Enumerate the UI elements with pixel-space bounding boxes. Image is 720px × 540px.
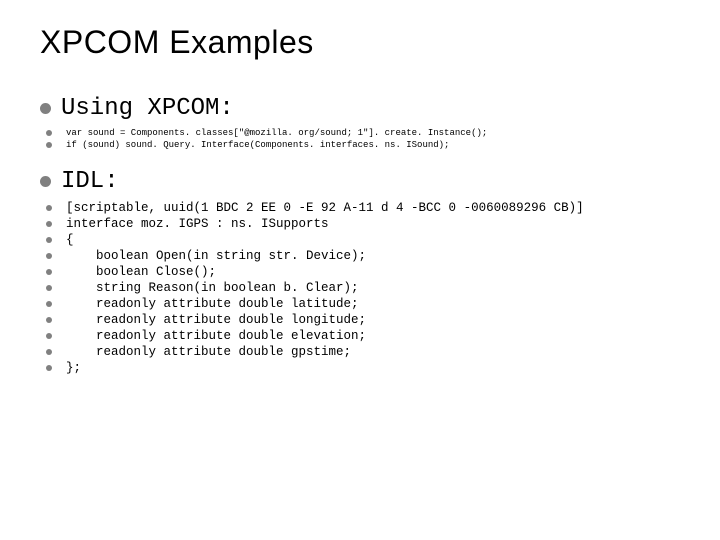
code-text: [scriptable, uuid(1 BDC 2 EE 0 -E 92 A-1… (66, 201, 584, 215)
code-text: readonly attribute double longitude; (66, 313, 366, 327)
code-line: readonly attribute double gpstime; (40, 345, 680, 359)
bullet-icon (46, 301, 52, 307)
bullet-icon (46, 253, 52, 259)
code-text: { (66, 233, 74, 247)
bullet-icon (46, 365, 52, 371)
bullet-icon (46, 269, 52, 275)
bullet-icon (40, 176, 51, 187)
code-line: { (40, 233, 680, 247)
code-text: string Reason(in boolean b. Clear); (66, 281, 359, 295)
code-line: readonly attribute double longitude; (40, 313, 680, 327)
code-text: if (sound) sound. Query. Interface(Compo… (66, 140, 449, 150)
code-text: }; (66, 361, 81, 375)
code-line: boolean Open(in string str. Device); (40, 249, 680, 263)
code-line: if (sound) sound. Query. Interface(Compo… (40, 140, 680, 150)
section-1-heading: Using XPCOM: (61, 95, 234, 122)
bullet-icon (46, 349, 52, 355)
bullet-icon (46, 285, 52, 291)
section-2-heading: IDL: (61, 168, 119, 195)
code-line: string Reason(in boolean b. Clear); (40, 281, 680, 295)
bullet-icon (46, 142, 52, 148)
bullet-icon (46, 130, 52, 136)
bullet-icon (46, 237, 52, 243)
code-text: readonly attribute double latitude; (66, 297, 359, 311)
bullet-icon (46, 333, 52, 339)
code-line: boolean Close(); (40, 265, 680, 279)
code-line: readonly attribute double elevation; (40, 329, 680, 343)
bullet-icon (40, 103, 51, 114)
section-2-heading-row: IDL: (40, 168, 680, 195)
code-line: [scriptable, uuid(1 BDC 2 EE 0 -E 92 A-1… (40, 201, 680, 215)
section-1-heading-row: Using XPCOM: (40, 95, 680, 122)
code-text: var sound = Components. classes["@mozill… (66, 128, 487, 138)
code-text: boolean Open(in string str. Device); (66, 249, 366, 263)
code-text: interface moz. IGPS : ns. ISupports (66, 217, 329, 231)
bullet-icon (46, 205, 52, 211)
code-line: }; (40, 361, 680, 375)
bullet-icon (46, 221, 52, 227)
code-line: readonly attribute double latitude; (40, 297, 680, 311)
slide-title: XPCOM Examples (40, 24, 680, 61)
section-1-code-block: var sound = Components. classes["@mozill… (40, 128, 680, 150)
code-text: readonly attribute double gpstime; (66, 345, 351, 359)
code-text: readonly attribute double elevation; (66, 329, 366, 343)
section-2-code-block: [scriptable, uuid(1 BDC 2 EE 0 -E 92 A-1… (40, 201, 680, 375)
code-line: var sound = Components. classes["@mozill… (40, 128, 680, 138)
code-line: interface moz. IGPS : ns. ISupports (40, 217, 680, 231)
code-text: boolean Close(); (66, 265, 216, 279)
bullet-icon (46, 317, 52, 323)
